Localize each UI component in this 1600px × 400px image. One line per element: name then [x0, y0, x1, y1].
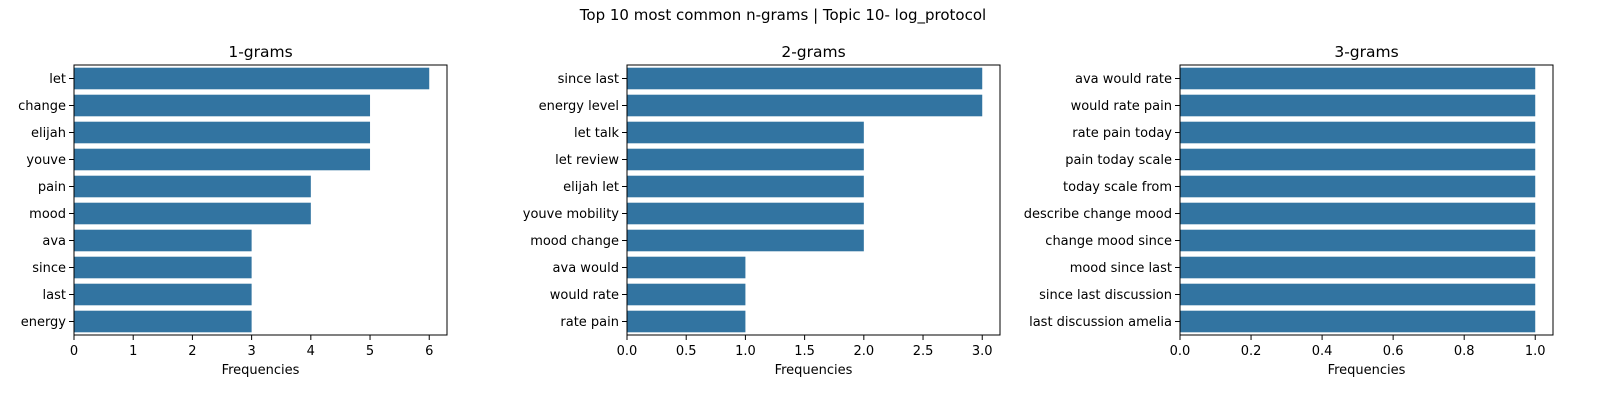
- bar: [74, 229, 252, 252]
- y-tick-label: mood: [29, 207, 66, 222]
- bar: [74, 148, 371, 171]
- bar: [627, 121, 864, 144]
- y-tick-label: let review: [555, 153, 619, 168]
- bar: [1180, 202, 1536, 225]
- bar: [1180, 229, 1536, 252]
- x-tick-label: 0.5: [676, 344, 697, 359]
- panel-title: 3-grams: [1334, 43, 1398, 61]
- x-tick-label: 1.5: [794, 344, 815, 359]
- bar: [627, 94, 983, 117]
- bar: [627, 283, 746, 306]
- x-tick-label: 0.8: [1454, 344, 1475, 359]
- axes-frame: [1179, 64, 1554, 336]
- y-tick-label: today scale from: [1063, 180, 1172, 195]
- bar: [627, 67, 983, 90]
- x-tick-label: 2.5: [913, 344, 934, 359]
- bar: [1180, 148, 1536, 171]
- y-tick-label: last discussion amelia: [1029, 315, 1172, 330]
- bar: [627, 175, 864, 198]
- bar: [74, 202, 311, 225]
- y-tick-label: elijah let: [563, 180, 619, 195]
- y-tick-label: pain: [38, 180, 66, 195]
- y-tick-label: change mood since: [1045, 234, 1172, 249]
- figure-title: Top 10 most common n-grams | Topic 10- l…: [579, 6, 986, 25]
- bar: [627, 148, 864, 171]
- bar: [1180, 175, 1536, 198]
- y-tick-label: would rate pain: [1071, 99, 1172, 114]
- y-tick-label: since last: [558, 72, 619, 87]
- bar: [627, 229, 864, 252]
- bar: [74, 94, 371, 117]
- panel-1: let change elijah youve pain mood ava since last…: [18, 43, 448, 378]
- panel-title: 2-grams: [781, 43, 845, 61]
- panel-3: ava would rate would rate pain rate pain t…: [1024, 43, 1554, 378]
- bar: [74, 121, 371, 144]
- y-tick-label: change: [18, 99, 66, 114]
- x-axis-label: Frequencies: [1328, 363, 1406, 378]
- y-tick-label: youve: [26, 153, 66, 168]
- y-tick-label: rate pain: [560, 315, 619, 330]
- y-tick-label: since last discussion: [1039, 288, 1172, 303]
- bar: [74, 256, 252, 279]
- bar: [627, 202, 864, 225]
- bar: [1180, 67, 1536, 90]
- bar: [74, 67, 430, 90]
- bar: [74, 175, 311, 198]
- panel-2: since last energy level let talk let review…: [523, 43, 1001, 378]
- bar: [74, 310, 252, 333]
- x-tick-label: 1: [129, 344, 137, 359]
- y-tick-label: rate pain today: [1072, 126, 1172, 141]
- x-tick-label: 4: [307, 344, 315, 359]
- x-tick-label: 0: [70, 344, 78, 359]
- y-tick-label: energy level: [539, 99, 619, 114]
- x-tick-label: 1.0: [735, 344, 756, 359]
- axes-frame: [626, 64, 1001, 336]
- y-tick-label: mood change: [530, 234, 619, 249]
- y-tick-label: ava would rate: [1075, 72, 1172, 87]
- x-tick-label: 0.2: [1241, 344, 1262, 359]
- bar: [74, 283, 252, 306]
- bar: [1180, 121, 1536, 144]
- panel-title: 1-grams: [228, 43, 292, 61]
- y-tick-label: since: [32, 261, 66, 276]
- x-tick-label: 2: [188, 344, 196, 359]
- x-tick-label: 1.0: [1525, 344, 1546, 359]
- y-tick-label: ava: [42, 234, 66, 249]
- y-tick-label: describe change mood: [1024, 207, 1172, 222]
- x-tick-label: 2.0: [853, 344, 874, 359]
- y-tick-label: elijah: [31, 126, 66, 141]
- bar: [627, 310, 746, 333]
- x-tick-label: 5: [366, 344, 374, 359]
- y-tick-label: pain today scale: [1065, 153, 1172, 168]
- y-tick-label: last: [43, 288, 66, 303]
- x-tick-label: 6: [425, 344, 433, 359]
- y-tick-label: would rate: [550, 288, 619, 303]
- y-tick-label: mood since last: [1070, 261, 1172, 276]
- x-tick-label: 0.0: [617, 344, 638, 359]
- bar: [1180, 256, 1536, 279]
- y-tick-label: ava would: [553, 261, 619, 276]
- axes-frame: [73, 64, 448, 336]
- x-tick-label: 3: [247, 344, 255, 359]
- bar: [627, 256, 746, 279]
- x-tick-label: 0.0: [1170, 344, 1191, 359]
- x-axis-label: Frequencies: [775, 363, 853, 378]
- y-tick-label: let talk: [574, 126, 620, 141]
- bar: [1180, 94, 1536, 117]
- y-tick-label: energy: [21, 315, 67, 330]
- y-tick-label: let: [49, 72, 66, 87]
- bar: [1180, 310, 1536, 333]
- x-axis-label: Frequencies: [222, 363, 300, 378]
- bar: [1180, 283, 1536, 306]
- x-tick-label: 3.0: [972, 344, 993, 359]
- y-tick-label: youve mobility: [523, 207, 620, 222]
- x-tick-label: 0.4: [1312, 344, 1333, 359]
- x-tick-label: 0.6: [1383, 344, 1404, 359]
